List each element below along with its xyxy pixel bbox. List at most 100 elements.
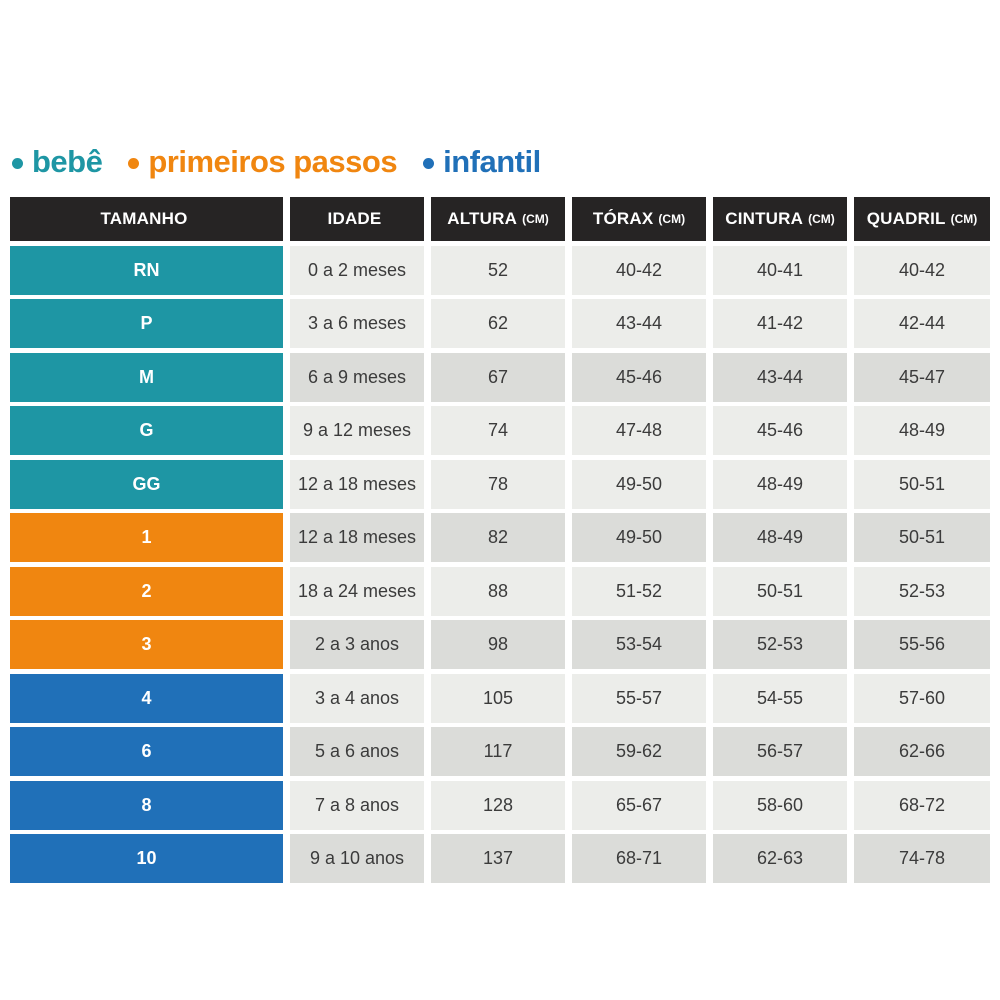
column-header-label: CINTURA xyxy=(725,209,804,228)
age-cell: 18 a 24 meses xyxy=(290,566,424,616)
cintura-cell: 41-42 xyxy=(713,299,847,348)
cintura-cell: 43-44 xyxy=(713,352,847,402)
column-header-label: TÓRAX xyxy=(592,209,654,228)
quadril-cell: 40-42 xyxy=(854,245,990,295)
cintura-cell: 54-55 xyxy=(713,673,847,723)
legend-item-infantil: infantil xyxy=(423,144,541,180)
column-header-idade: IDADE xyxy=(290,197,424,241)
age-cell: 9 a 12 meses xyxy=(290,406,424,455)
column-header-label: TAMANHO xyxy=(100,209,188,228)
age-cell: 6 a 9 meses xyxy=(290,352,424,402)
column-header-quadril: QUADRIL (CM) xyxy=(854,197,990,241)
size-cell: 4 xyxy=(10,673,283,723)
age-cell: 12 a 18 meses xyxy=(290,459,424,509)
torax-cell: 59-62 xyxy=(572,727,706,776)
torax-cell: 49-50 xyxy=(572,459,706,509)
size-table: TAMANHO IDADE ALTURA (CM) TÓRAX (CM) CINTU… xyxy=(10,197,990,883)
legend-item-primeiros-passos: primeiros passos xyxy=(128,144,398,180)
quadril-cell: 48-49 xyxy=(854,406,990,455)
quadril-cell: 74-78 xyxy=(854,834,990,883)
quadril-cell: 68-72 xyxy=(854,780,990,830)
cintura-cell: 52-53 xyxy=(713,620,847,669)
size-cell: 3 xyxy=(10,620,283,669)
altura-cell: 105 xyxy=(431,673,565,723)
legend-label: bebê xyxy=(32,144,103,179)
altura-cell: 82 xyxy=(431,513,565,562)
legend-label: infantil xyxy=(443,144,541,179)
altura-cell: 137 xyxy=(431,834,565,883)
legend-item-bebe: bebê xyxy=(12,144,103,180)
cintura-cell: 40-41 xyxy=(713,245,847,295)
quadril-cell: 50-51 xyxy=(854,459,990,509)
size-cell: GG xyxy=(10,459,283,509)
size-cell: 6 xyxy=(10,727,283,776)
cintura-cell: 58-60 xyxy=(713,780,847,830)
altura-cell: 52 xyxy=(431,245,565,295)
cintura-cell: 45-46 xyxy=(713,406,847,455)
torax-cell: 68-71 xyxy=(572,834,706,883)
quadril-cell: 57-60 xyxy=(854,673,990,723)
size-cell: P xyxy=(10,299,283,348)
torax-cell: 53-54 xyxy=(572,620,706,669)
altura-cell: 117 xyxy=(431,727,565,776)
column-header-unit: (CM) xyxy=(658,212,686,226)
quadril-cell: 55-56 xyxy=(854,620,990,669)
bullet-dot-icon xyxy=(423,157,435,169)
torax-cell: 49-50 xyxy=(572,513,706,562)
size-cell: G xyxy=(10,406,283,455)
altura-cell: 128 xyxy=(431,780,565,830)
age-cell: 5 a 6 anos xyxy=(290,727,424,776)
legend: bebê primeiros passos infantil xyxy=(12,144,541,180)
bullet-dot-icon xyxy=(12,157,23,169)
torax-cell: 45-46 xyxy=(572,352,706,402)
cintura-cell: 56-57 xyxy=(713,727,847,776)
age-cell: 7 a 8 anos xyxy=(290,780,424,830)
size-cell: 8 xyxy=(10,780,283,830)
size-cell: M xyxy=(10,352,283,402)
column-header-unit: (CM) xyxy=(808,212,835,226)
age-cell: 9 a 10 anos xyxy=(290,834,424,883)
column-header-unit: (CM) xyxy=(950,212,978,226)
size-cell: RN xyxy=(10,245,283,295)
column-header-tamanho: TAMANHO xyxy=(10,197,283,241)
torax-cell: 40-42 xyxy=(572,245,706,295)
quadril-cell: 52-53 xyxy=(854,566,990,616)
torax-cell: 51-52 xyxy=(572,566,706,616)
cintura-cell: 62-63 xyxy=(713,834,847,883)
age-cell: 12 a 18 meses xyxy=(290,513,424,562)
quadril-cell: 45-47 xyxy=(854,352,990,402)
legend-label: primeiros passos xyxy=(148,144,398,179)
column-header-label: IDADE xyxy=(327,209,382,228)
cintura-cell: 48-49 xyxy=(713,513,847,562)
age-cell: 3 a 6 meses xyxy=(290,299,424,348)
altura-cell: 78 xyxy=(431,459,565,509)
torax-cell: 55-57 xyxy=(572,673,706,723)
column-header-cintura: CINTURA (CM) xyxy=(713,197,847,241)
altura-cell: 88 xyxy=(431,566,565,616)
column-header-unit: (CM) xyxy=(522,212,549,226)
torax-cell: 65-67 xyxy=(572,780,706,830)
size-cell: 2 xyxy=(10,566,283,616)
quadril-cell: 50-51 xyxy=(854,513,990,562)
size-cell: 10 xyxy=(10,834,283,883)
bullet-dot-icon xyxy=(128,157,140,169)
column-header-altura: ALTURA (CM) xyxy=(431,197,565,241)
age-cell: 3 a 4 anos xyxy=(290,673,424,723)
cintura-cell: 50-51 xyxy=(713,566,847,616)
quadril-cell: 42-44 xyxy=(854,299,990,348)
cintura-cell: 48-49 xyxy=(713,459,847,509)
column-header-torax: TÓRAX (CM) xyxy=(572,197,706,241)
age-cell: 0 a 2 meses xyxy=(290,245,424,295)
column-header-label: QUADRIL xyxy=(866,209,946,228)
quadril-cell: 62-66 xyxy=(854,727,990,776)
torax-cell: 43-44 xyxy=(572,299,706,348)
torax-cell: 47-48 xyxy=(572,406,706,455)
size-cell: 1 xyxy=(10,513,283,562)
altura-cell: 67 xyxy=(431,352,565,402)
column-header-label: ALTURA xyxy=(447,209,518,228)
altura-cell: 74 xyxy=(431,406,565,455)
altura-cell: 62 xyxy=(431,299,565,348)
altura-cell: 98 xyxy=(431,620,565,669)
age-cell: 2 a 3 anos xyxy=(290,620,424,669)
